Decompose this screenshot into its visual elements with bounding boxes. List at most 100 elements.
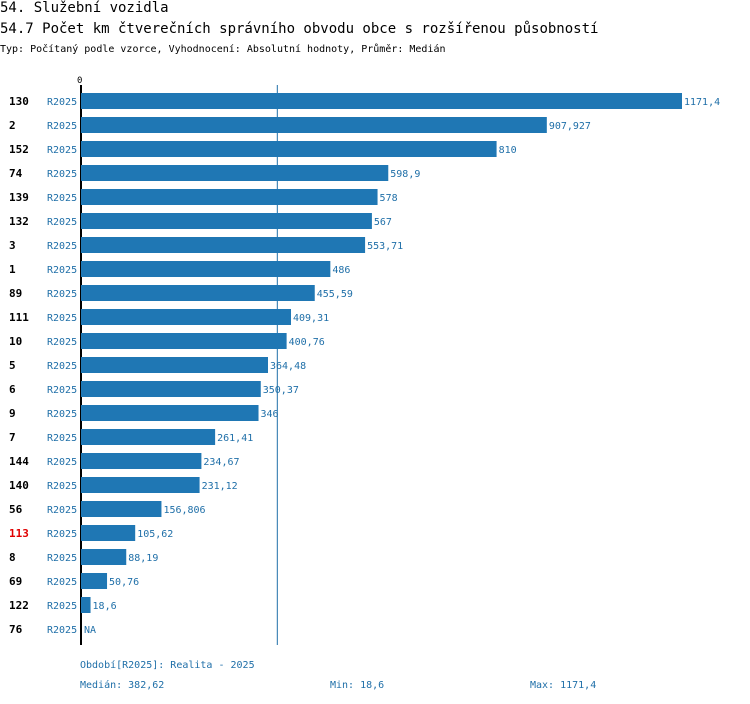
value-label: 578	[380, 193, 398, 204]
value-label: 409,31	[293, 313, 329, 324]
value-label: 18,6	[93, 601, 117, 612]
category-label: 130	[9, 95, 29, 108]
bar	[81, 573, 108, 589]
category-label: 10	[9, 335, 22, 348]
category-label: 69	[9, 575, 22, 588]
category-label: 144	[9, 455, 29, 468]
category-label: 7	[9, 431, 16, 444]
bar	[81, 501, 162, 517]
value-label: 455,59	[317, 289, 353, 300]
category-label: 56	[9, 503, 23, 516]
bar	[81, 405, 259, 421]
series-label: R2025	[47, 481, 77, 492]
bar	[81, 381, 261, 397]
value-label: 231,12	[202, 481, 238, 492]
category-label: 111	[9, 311, 29, 324]
series-label: R2025	[47, 553, 77, 564]
bar	[81, 525, 136, 541]
chart-title: 54.7 Počet km čtverečních správního obvo…	[0, 21, 599, 37]
series-label: R2025	[47, 145, 77, 156]
footer-median: Medián: 382,62	[80, 680, 165, 691]
series-label: R2025	[47, 217, 77, 228]
value-label: 1171,4	[684, 97, 720, 108]
value-label: NA	[84, 625, 96, 636]
value-label: 156,806	[163, 505, 205, 516]
value-label: 50,76	[109, 577, 139, 588]
bar	[81, 237, 366, 253]
value-label: 105,62	[137, 529, 173, 540]
category-label: 132	[9, 215, 29, 228]
category-label: 76	[9, 623, 23, 636]
bar	[81, 93, 682, 109]
value-label: 553,71	[367, 241, 403, 252]
bar	[81, 453, 202, 469]
value-label: 486	[332, 265, 350, 276]
category-label: 3	[9, 239, 16, 252]
series-label: R2025	[47, 601, 77, 612]
value-label: 598,9	[390, 169, 420, 180]
series-label: R2025	[47, 97, 77, 108]
value-label: 261,41	[217, 433, 253, 444]
series-label: R2025	[47, 409, 77, 420]
series-label: R2025	[47, 529, 77, 540]
bar	[81, 597, 91, 613]
category-label: 1	[9, 263, 16, 276]
category-label: 6	[9, 383, 16, 396]
bar	[81, 213, 372, 229]
series-label: R2025	[47, 385, 77, 396]
value-label: 810	[499, 145, 517, 156]
series-label: R2025	[47, 265, 77, 276]
bar	[81, 549, 127, 565]
series-label: R2025	[47, 121, 77, 132]
bar	[81, 333, 287, 349]
category-label: 9	[9, 407, 16, 420]
page-title: 54. Služební vozidla	[0, 0, 169, 16]
footer-max: Max: 1171,4	[530, 680, 597, 691]
series-label: R2025	[47, 433, 77, 444]
bar	[81, 309, 292, 325]
series-label: R2025	[47, 505, 77, 516]
value-label: 350,37	[263, 385, 299, 396]
series-label: R2025	[47, 625, 77, 636]
series-label: R2025	[47, 169, 77, 180]
value-label: 88,19	[128, 553, 158, 564]
category-label: 5	[9, 359, 16, 372]
series-label: R2025	[47, 457, 77, 468]
footer-period: Období[R2025]: Realita - 2025	[80, 660, 255, 671]
category-label: 152	[9, 143, 29, 156]
series-label: R2025	[47, 241, 77, 252]
series-label: R2025	[47, 361, 77, 372]
category-label: 74	[9, 167, 23, 180]
series-label: R2025	[47, 577, 77, 588]
axis-zero-label: 0	[77, 76, 82, 86]
series-label: R2025	[47, 193, 77, 204]
category-label: 140	[9, 479, 29, 492]
value-label: 567	[374, 217, 392, 228]
category-label: 89	[9, 287, 22, 300]
bar	[81, 141, 497, 157]
value-label: 400,76	[289, 337, 325, 348]
value-label: 907,927	[549, 121, 591, 132]
bar	[81, 117, 547, 133]
value-label: 364,48	[270, 361, 306, 372]
chart-meta: Typ: Počítaný podle vzorce, Vyhodnocení:…	[0, 44, 446, 55]
category-label: 122	[9, 599, 29, 612]
value-label: 346	[261, 409, 279, 420]
bar	[81, 189, 378, 205]
footer-min: Min: 18,6	[330, 680, 385, 691]
bar	[81, 261, 331, 277]
series-label: R2025	[47, 337, 77, 348]
value-label: 234,67	[203, 457, 239, 468]
bar	[81, 357, 269, 373]
series-label: R2025	[47, 313, 77, 324]
category-label: 2	[9, 119, 16, 132]
bar	[81, 477, 200, 493]
series-label: R2025	[47, 289, 77, 300]
bar	[81, 165, 389, 181]
category-label: 139	[9, 191, 29, 204]
category-label: 8	[9, 551, 16, 564]
bar	[81, 285, 315, 301]
bar	[81, 429, 216, 445]
category-label: 113	[9, 527, 29, 540]
